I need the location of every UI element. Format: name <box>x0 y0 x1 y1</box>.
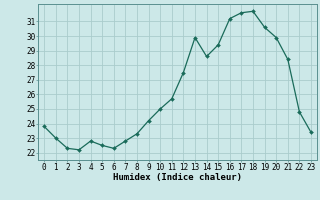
X-axis label: Humidex (Indice chaleur): Humidex (Indice chaleur) <box>113 173 242 182</box>
